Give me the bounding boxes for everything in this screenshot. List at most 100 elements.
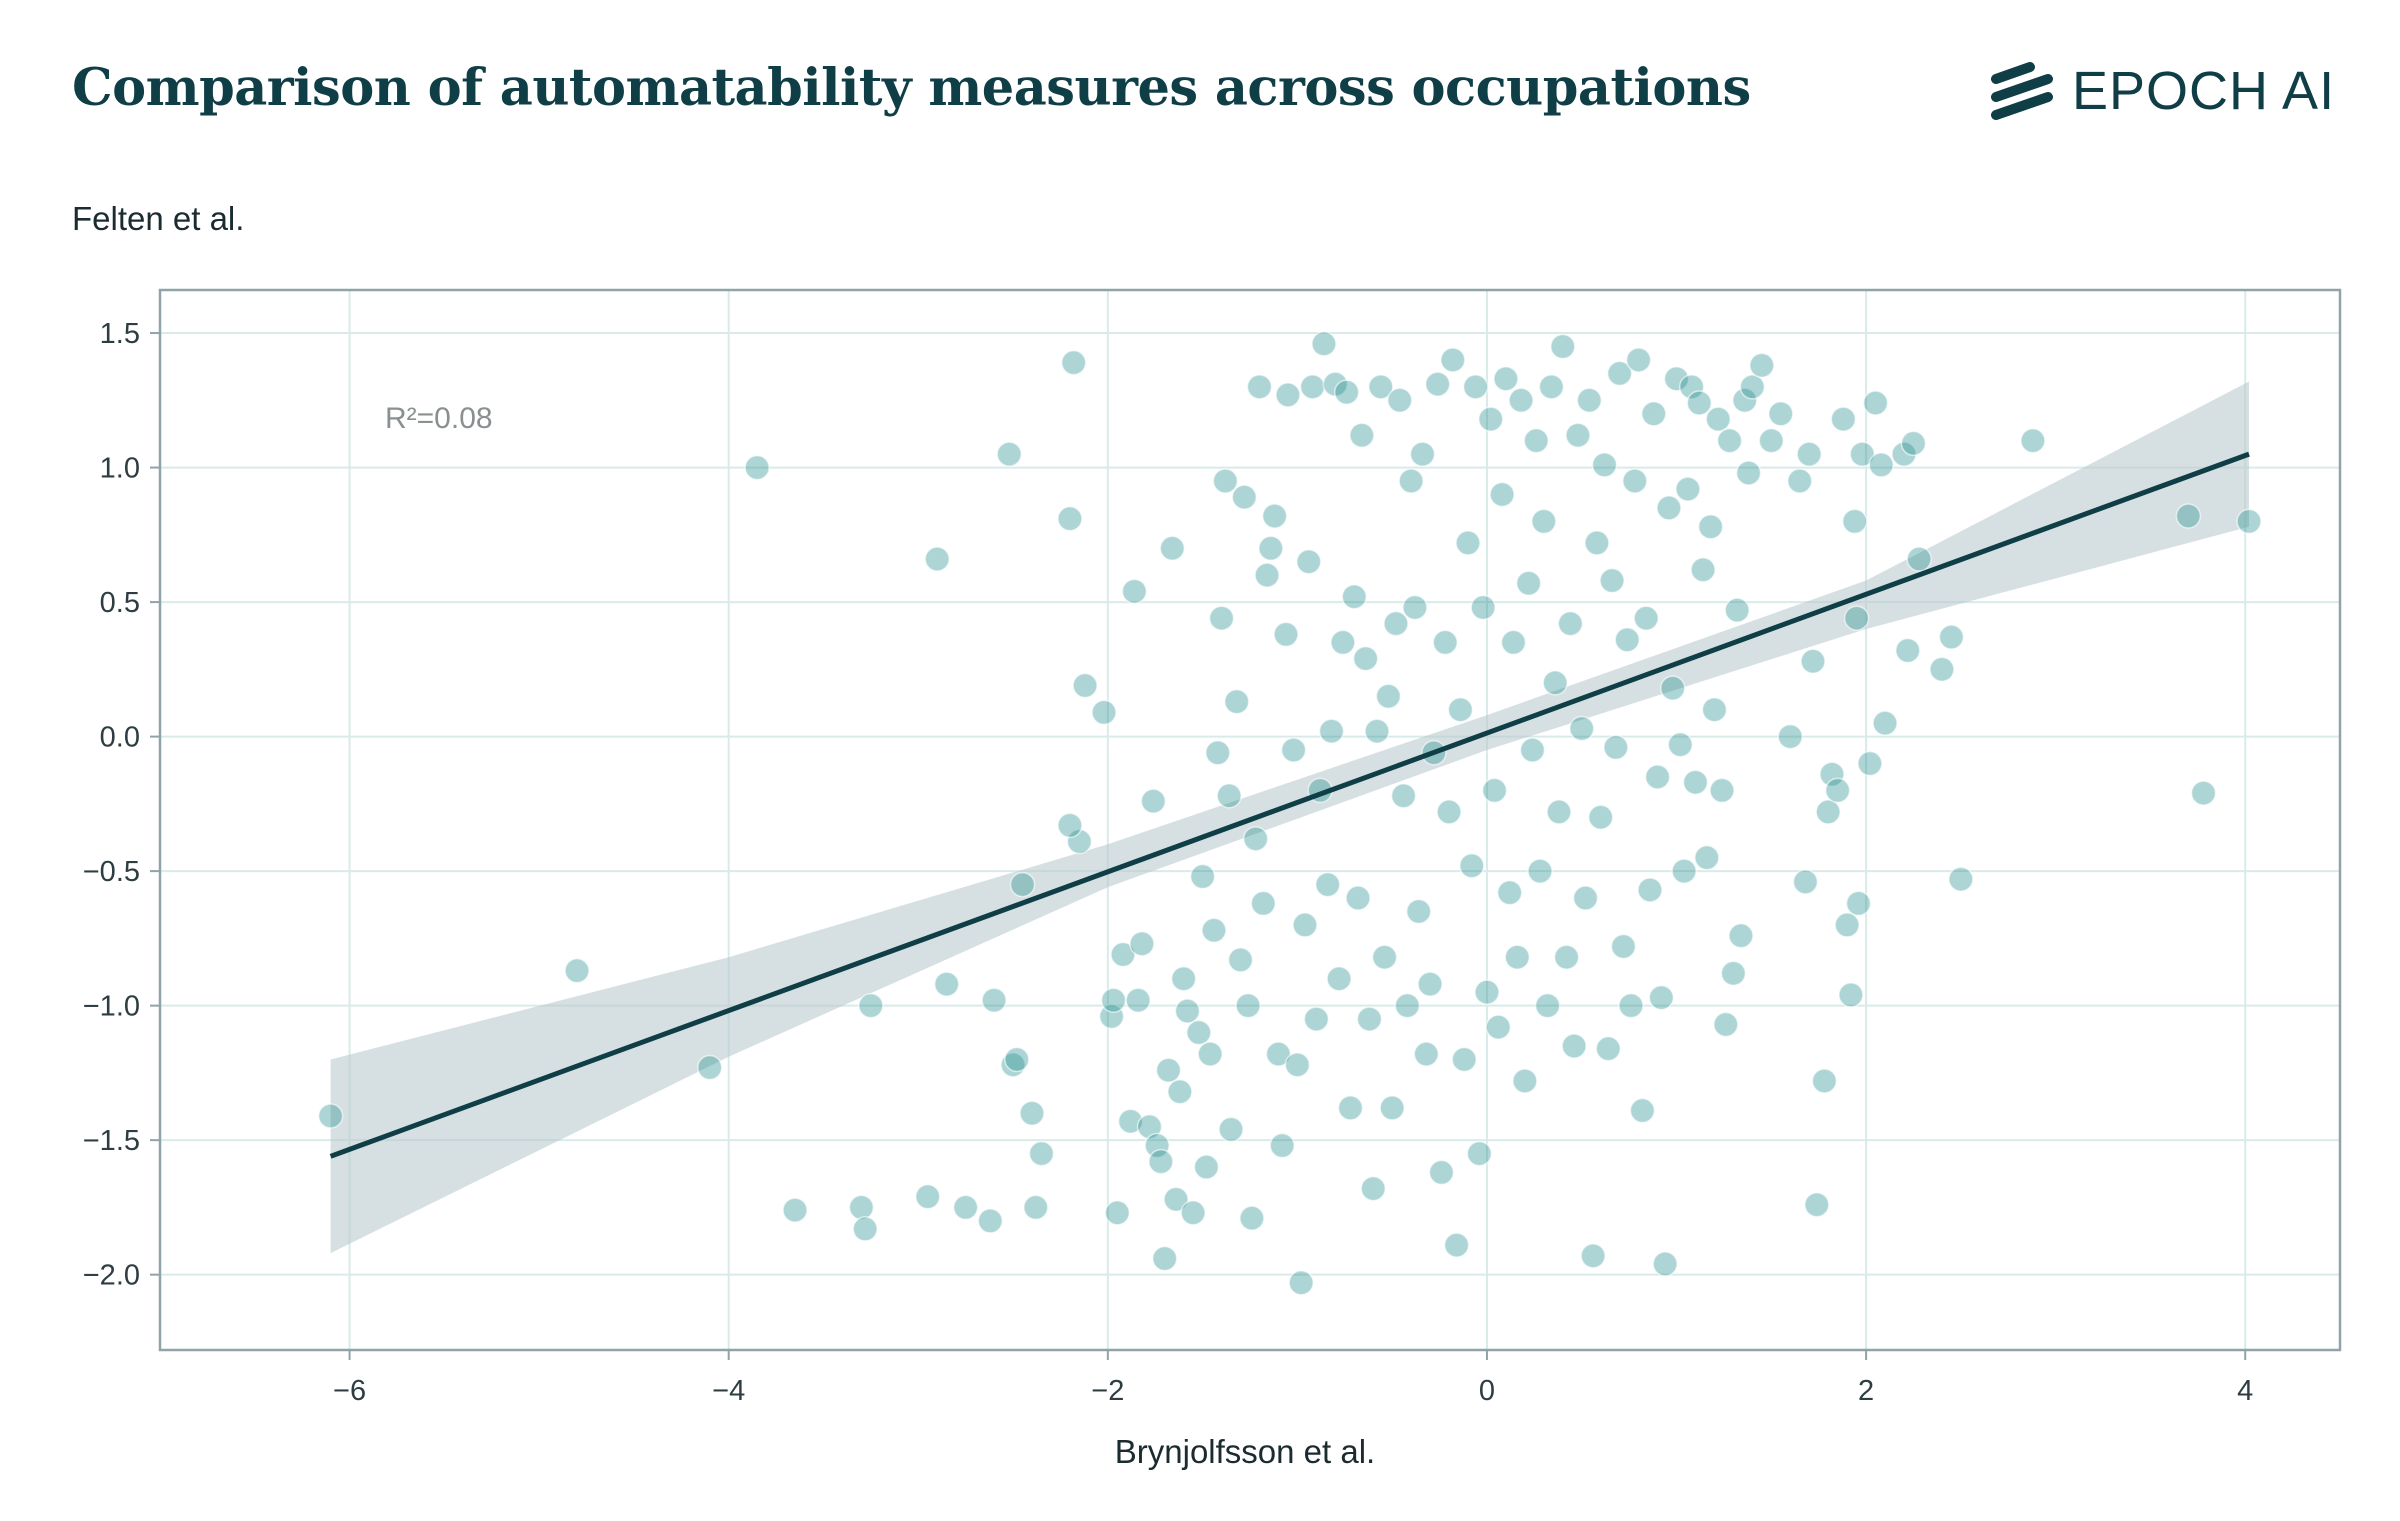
data-point	[1724, 597, 1750, 623]
data-point	[317, 1103, 344, 1129]
data-point	[1057, 812, 1083, 839]
data-point	[1136, 1113, 1163, 1140]
y-tick-label: −1.5	[83, 1125, 140, 1157]
data-point	[1280, 737, 1307, 763]
data-point	[1398, 468, 1424, 494]
data-point	[1565, 422, 1591, 449]
data-point	[1557, 610, 1584, 637]
data-point	[1735, 460, 1762, 486]
y-tick-label: 1.5	[100, 318, 140, 350]
data-point	[1732, 387, 1758, 414]
data-point	[1523, 427, 1549, 454]
data-point	[1299, 374, 1326, 400]
data-point	[1371, 944, 1398, 970]
data-point	[1485, 1014, 1512, 1040]
data-point	[1622, 468, 1648, 494]
brand-logo: EPOCH AI	[1990, 60, 2335, 122]
data-point	[1929, 656, 1955, 683]
data-point	[996, 441, 1023, 467]
data-point	[1326, 965, 1352, 992]
data-point	[1838, 982, 1864, 1008]
data-point	[1432, 629, 1459, 656]
y-axis-ticks: 1.5 1.0 0.5 0.0 −0.5 −1.0 −1.5 −2.0	[83, 318, 160, 1292]
data-point	[1843, 605, 1870, 631]
data-point	[1641, 401, 1667, 427]
data-point	[1845, 890, 1872, 917]
data-point	[1009, 871, 1036, 898]
data-points	[317, 331, 2262, 1296]
r-squared-annotation: R²=0.08	[385, 402, 493, 435]
data-point	[1265, 1041, 1292, 1067]
data-point	[1697, 514, 1724, 540]
data-point	[1250, 890, 1277, 917]
data-point	[1948, 866, 1974, 892]
data-point	[1151, 1245, 1178, 1272]
data-point	[1671, 858, 1697, 884]
data-point	[1066, 828, 1093, 855]
data-point	[1633, 605, 1659, 631]
x-tick-label: 4	[2237, 1375, 2253, 1407]
data-point	[1451, 1046, 1477, 1073]
data-point	[1216, 783, 1242, 809]
data-point	[1235, 992, 1261, 1019]
epoch-logo-icon	[1991, 62, 2053, 120]
data-point	[1474, 979, 1500, 1005]
data-point	[1648, 984, 1675, 1011]
data-point	[1629, 1097, 1656, 1124]
data-point	[1402, 594, 1428, 621]
data-point	[1269, 1132, 1295, 1159]
data-point	[1538, 374, 1565, 400]
data-point	[1387, 387, 1413, 414]
data-point	[1686, 390, 1713, 416]
data-point	[1561, 1033, 1587, 1059]
data-point	[1496, 879, 1523, 906]
data-point	[1508, 387, 1534, 414]
data-point	[1614, 626, 1640, 653]
data-point	[1493, 366, 1519, 392]
data-point	[1758, 427, 1785, 454]
data-point	[1534, 992, 1561, 1019]
data-point	[1201, 917, 1227, 944]
data-point	[1462, 374, 1489, 400]
data-point	[1841, 508, 1868, 535]
data-point	[1296, 548, 1322, 575]
data-point	[1121, 578, 1148, 605]
y-tick-label: −1.0	[83, 991, 140, 1023]
data-point	[977, 1208, 1004, 1234]
data-point	[1652, 1251, 1678, 1277]
data-point	[1625, 347, 1652, 373]
data-point	[1129, 931, 1155, 957]
data-point	[1857, 750, 1883, 777]
data-point	[1417, 971, 1443, 997]
data-point	[1330, 629, 1356, 656]
data-point	[1667, 731, 1694, 758]
y-tick-label: −2.0	[83, 1260, 140, 1292]
data-point	[2020, 427, 2046, 454]
data-point	[1504, 944, 1531, 970]
data-point	[1311, 331, 1337, 357]
data-point	[1713, 1011, 1739, 1038]
data-point	[1368, 374, 1394, 400]
data-point	[1777, 723, 1804, 750]
data-point	[1682, 769, 1709, 796]
data-point	[1189, 863, 1216, 890]
brand-name: EPOCH AI	[2072, 61, 2336, 121]
data-point	[1383, 610, 1409, 637]
data-point	[1455, 530, 1481, 556]
data-point	[1690, 557, 1716, 583]
data-point	[1701, 696, 1728, 723]
data-point	[1360, 1175, 1386, 1202]
data-point	[1004, 1046, 1030, 1073]
data-point	[1459, 852, 1485, 879]
data-point	[1284, 1052, 1311, 1078]
data-point	[1288, 1269, 1314, 1296]
data-point	[848, 1194, 875, 1221]
data-point	[1364, 718, 1390, 744]
data-point	[1303, 1006, 1330, 1032]
data-point	[1163, 1186, 1189, 1213]
y-tick-label: 0.5	[100, 587, 140, 619]
data-point	[1218, 1116, 1244, 1143]
data-point	[1170, 965, 1197, 992]
data-point	[1023, 1194, 1049, 1221]
x-axis-label: Brynjolfsson et al.	[1115, 1433, 1375, 1470]
